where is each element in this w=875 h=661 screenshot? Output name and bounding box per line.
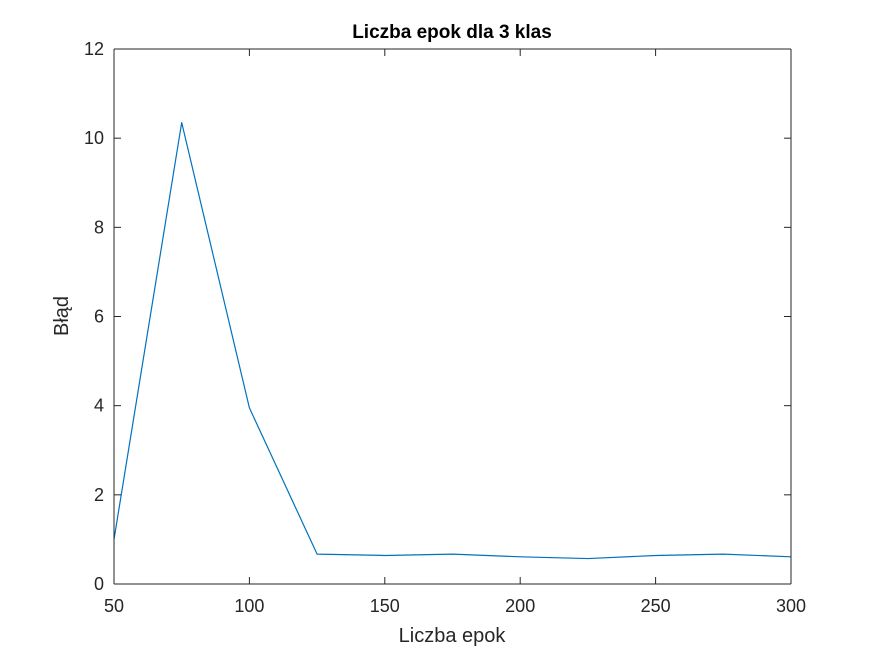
y-axis-label: Błąd — [51, 296, 73, 336]
plot-area — [114, 49, 791, 584]
x-tick-label: 250 — [641, 596, 671, 616]
series-line — [113, 121, 792, 560]
y-tick-label: 4 — [94, 396, 104, 416]
y-tick-label: 6 — [94, 307, 104, 327]
y-tick-label: 8 — [94, 217, 104, 237]
y-tick-label: 10 — [84, 128, 104, 148]
chart-title: Liczba epok dla 3 klas — [352, 22, 552, 43]
x-tick-label: 150 — [370, 596, 400, 616]
x-axis-label: Liczba epok — [399, 625, 507, 647]
x-tick-label: 100 — [234, 596, 264, 616]
x-tick-label: 50 — [104, 596, 124, 616]
x-tick-label: 300 — [776, 596, 806, 616]
ticks-layer: 50 100 150 200 250 300 0 2 4 6 8 10 12 — [84, 39, 806, 616]
y-tick-label: 0 — [94, 574, 104, 594]
y-tick-label: 2 — [94, 485, 104, 505]
y-tick-label: 12 — [84, 39, 104, 59]
series-layer — [113, 121, 792, 560]
x-tick-label: 200 — [505, 596, 535, 616]
